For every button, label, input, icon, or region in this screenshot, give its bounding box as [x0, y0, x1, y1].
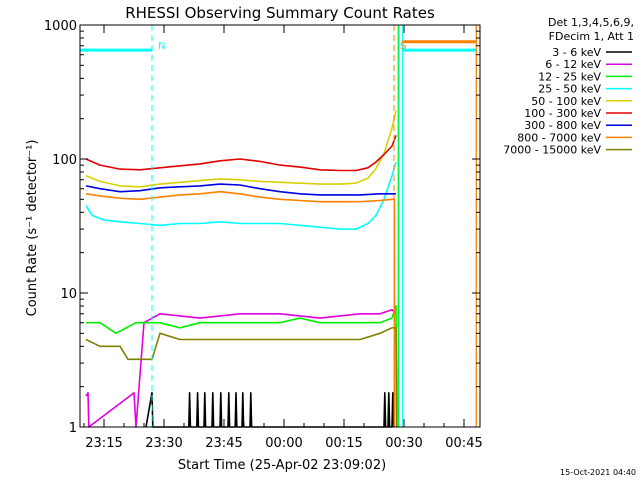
legend-label-5: 50 - 100 keV: [531, 95, 601, 108]
series-line-6: [85, 135, 397, 172]
series-line-5: [85, 110, 397, 188]
y-tick-label-4: 1000: [44, 19, 77, 34]
series-line-9: [85, 326, 398, 428]
y-tick-label-1: 1: [69, 421, 77, 436]
legend-label-1: 3 - 6 keV: [552, 46, 601, 59]
legend-label-7: 300 - 800 keV: [524, 119, 601, 132]
y-axis-label: Count Rate (s⁻¹ detector⁻¹): [25, 140, 40, 317]
legend-label-8: 800 - 7000 keV: [517, 131, 601, 144]
series-line-2: [85, 308, 397, 428]
legend-header-line-1: Det 1,3,4,5,6,9,: [548, 16, 634, 29]
series-line-7: [85, 183, 396, 196]
x-axis-label: Start Time (25-Apr-02 23:09:02): [178, 458, 386, 473]
legend-header-line-2: FDecim 1, Att 1: [549, 30, 634, 43]
x-tick-label-6: 00:30: [385, 436, 422, 451]
plot-frame: [79, 24, 481, 428]
axis-ticks: 23:15 23:30 23:45 00:00 00:15 00:30 00:45 1 10 10…: [44, 19, 483, 451]
y-tick-label-2: 10: [60, 287, 77, 302]
series-layer: [85, 110, 398, 428]
legend-label-4: 25 - 50 keV: [538, 83, 601, 96]
x-tick-label-7: 00:45: [445, 436, 482, 451]
marker-label-1: N: [158, 41, 165, 52]
x-tick-label-1: 23:15: [85, 436, 122, 451]
marker-label-2: S: [400, 41, 406, 52]
legend-label-9: 7000 - 15000 keV: [503, 144, 601, 157]
legend: Det 1,3,4,5,6,9, FDecim 1, Att 1 3 - 6 k…: [503, 16, 634, 157]
legend-label-2: 6 - 12 keV: [545, 58, 601, 71]
generation-timestamp: 15-Oct-2021 04:40: [560, 468, 636, 477]
series-line-3: [86, 305, 398, 428]
series-line-8: [85, 190, 396, 427]
y-tick-label-3: 100: [52, 153, 77, 168]
chart-title: RHESSI Observing Summary Count Rates: [125, 4, 435, 22]
legend-label-3: 12 - 25 keV: [538, 70, 601, 83]
x-tick-label-3: 23:45: [205, 436, 242, 451]
x-tick-label-2: 23:30: [145, 436, 182, 451]
legend-label-6: 100 - 300 keV: [524, 107, 601, 120]
x-tick-label-5: 00:15: [325, 436, 362, 451]
series-line-4: [85, 161, 397, 230]
series-line-1: [145, 391, 395, 428]
x-tick-label-4: 00:00: [265, 436, 302, 451]
